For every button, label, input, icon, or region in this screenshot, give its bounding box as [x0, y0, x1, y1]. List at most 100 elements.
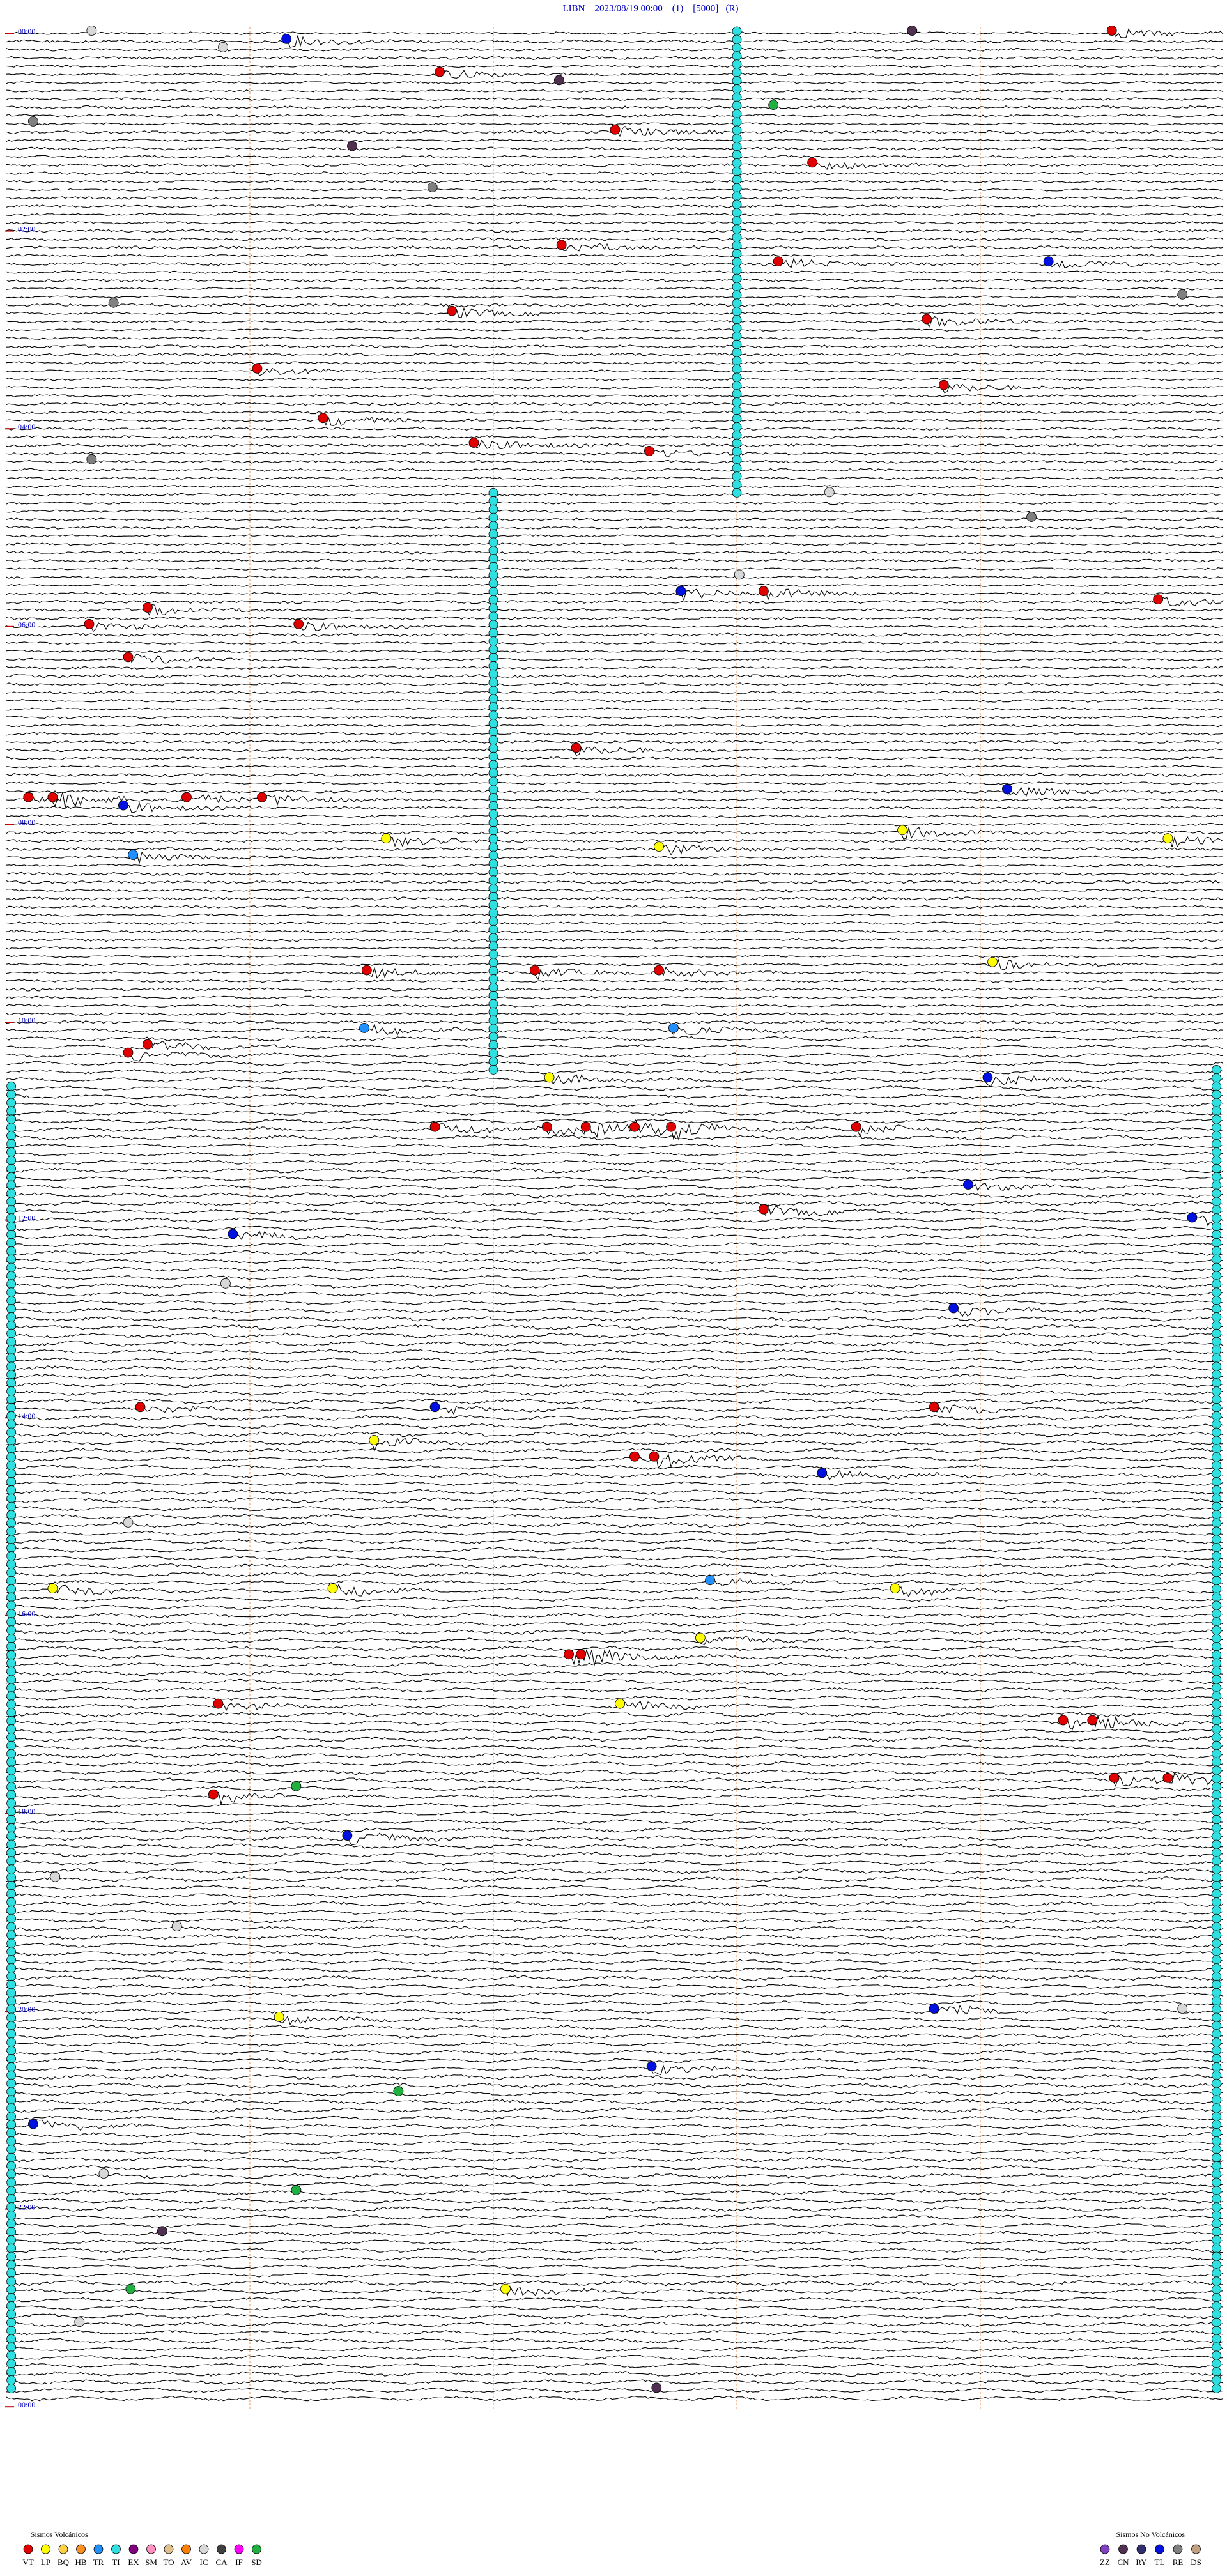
tremor-marker — [1212, 1123, 1221, 1133]
trace — [6, 1791, 1224, 1804]
tremor-marker — [1212, 1650, 1221, 1660]
tremor-marker — [732, 265, 742, 275]
row-label: 16:00 — [18, 1609, 35, 1618]
tremor-marker — [1212, 1963, 1221, 1973]
tremor-marker — [1212, 1913, 1221, 1924]
trace — [6, 596, 1224, 606]
tremor-marker — [488, 710, 498, 721]
tremor-marker — [1212, 1427, 1221, 1438]
tremor-marker — [6, 2334, 17, 2344]
tremor-marker — [6, 2062, 17, 2072]
tremor-marker — [1212, 2359, 1221, 2369]
tremor-marker — [1212, 1897, 1221, 1907]
event-marker — [675, 586, 686, 597]
trace — [6, 80, 1224, 85]
trace — [6, 188, 1224, 192]
tremor-marker — [6, 2169, 17, 2179]
trace — [6, 1868, 1224, 1874]
tremor-marker — [6, 1947, 17, 1957]
trace — [6, 864, 1224, 868]
trace — [6, 1629, 1224, 1636]
tremor-marker — [6, 1114, 17, 1124]
event-marker — [907, 26, 918, 36]
trace — [6, 2090, 1224, 2097]
trace — [6, 1621, 1224, 1627]
tremor-marker — [1212, 2062, 1221, 2072]
legend-swatch — [217, 2544, 226, 2554]
row-label: 06:00 — [18, 620, 35, 629]
tremor-marker — [1212, 1394, 1221, 1404]
trace — [6, 673, 1224, 678]
tremor-marker — [6, 1402, 17, 1413]
tremor-marker — [488, 571, 498, 580]
trace — [6, 180, 1224, 184]
tremor-marker — [6, 2029, 17, 2039]
trace — [6, 1382, 1224, 1388]
trace — [6, 1225, 1224, 1231]
trace — [6, 1917, 1224, 1924]
tremor-marker — [1212, 1386, 1221, 1396]
tremor-marker — [488, 554, 498, 564]
trace — [6, 2004, 1224, 2015]
event-marker — [1002, 783, 1012, 794]
legend-swatch — [23, 2544, 33, 2554]
event-marker — [393, 2086, 404, 2096]
tremor-marker — [6, 1535, 17, 1545]
tremor-marker — [732, 59, 742, 69]
tremor-marker — [732, 92, 742, 102]
trace — [6, 378, 1224, 381]
tremor-marker — [6, 1740, 17, 1751]
legend-swatch — [1118, 2544, 1128, 2554]
tremor-marker — [732, 397, 742, 407]
tremor-marker — [1212, 1378, 1221, 1388]
tremor-marker — [6, 2268, 17, 2278]
tremor-marker — [6, 1716, 17, 1726]
tremor-marker — [488, 620, 498, 630]
tremor-marker — [1212, 1823, 1221, 1833]
trace — [6, 1143, 1224, 1149]
tremor-marker — [488, 990, 498, 1000]
tremor-marker — [1212, 2375, 1221, 2385]
trace — [6, 1811, 1224, 1816]
trace — [6, 1464, 1224, 1470]
tremor-marker — [6, 2293, 17, 2303]
tremor-marker — [6, 2053, 17, 2064]
tremor-marker — [1212, 1864, 1221, 1874]
trace — [6, 1736, 1224, 1742]
tremor-marker — [488, 776, 498, 786]
event-marker — [807, 157, 818, 168]
trace — [6, 97, 1224, 102]
tremor-marker — [6, 2243, 17, 2253]
trace — [6, 1093, 1224, 1100]
event-marker — [938, 379, 949, 390]
tremor-marker — [732, 413, 742, 424]
event-marker — [646, 2061, 657, 2072]
trace — [6, 2140, 1224, 2146]
tremor-marker — [732, 142, 742, 152]
tremor-marker — [6, 1625, 17, 1636]
tremor-marker — [1212, 1518, 1221, 1528]
trace — [6, 2064, 1224, 2076]
trace — [6, 732, 1224, 736]
legend-swatch — [164, 2544, 174, 2554]
trace — [6, 1012, 1224, 1016]
tremor-marker — [732, 216, 742, 226]
trace — [6, 139, 1224, 142]
trace — [6, 2223, 1224, 2228]
event-marker — [768, 100, 779, 111]
tremor-marker — [6, 2301, 17, 2311]
tremor-marker — [6, 1106, 17, 1116]
trace — [6, 2371, 1224, 2377]
trace — [6, 1453, 1224, 1469]
event-marker — [1162, 1772, 1173, 1783]
legend-swatch — [76, 2544, 86, 2554]
trace — [6, 501, 1224, 505]
trace — [6, 641, 1224, 645]
legend-code: IF — [235, 2557, 243, 2567]
legend-swatch — [1173, 2544, 1183, 2554]
tremor-marker — [732, 174, 742, 185]
trace — [6, 2050, 1224, 2055]
event-marker — [929, 1402, 939, 1413]
trace — [6, 1004, 1224, 1008]
legend-code: TR — [93, 2557, 104, 2567]
